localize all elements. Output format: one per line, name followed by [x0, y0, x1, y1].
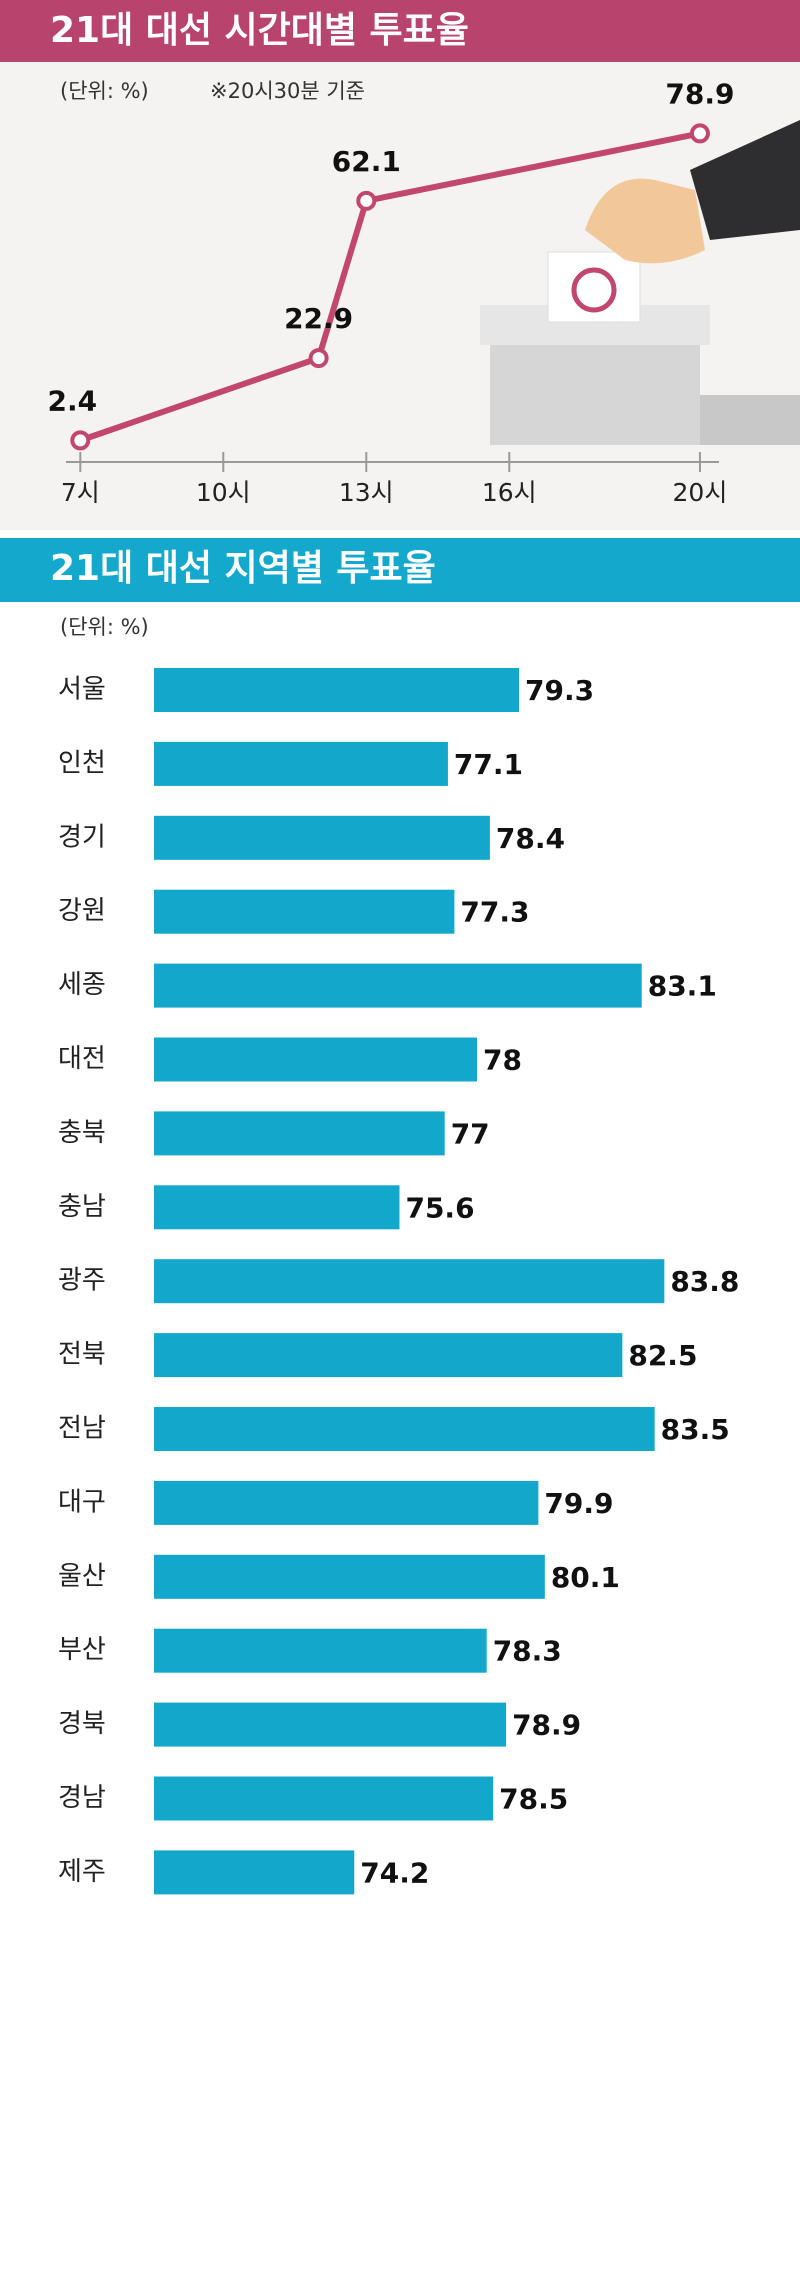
x-tick-label: 7시 [61, 478, 100, 507]
bar [154, 1111, 445, 1156]
chart-title: 21대 대선 지역별 투표율 [50, 548, 436, 589]
data-label: 79.9 [544, 1487, 613, 1520]
bar-header [0, 538, 800, 602]
data-label: 83.1 [648, 970, 717, 1003]
data-label: 82.5 [628, 1339, 697, 1372]
bar [154, 889, 455, 934]
bar [154, 1776, 494, 1821]
data-label: 62.1 [332, 145, 401, 178]
category-label: 대전 [58, 1044, 106, 1074]
data-label: 78.9 [512, 1709, 581, 1742]
note: ※20시30분 기준 [210, 79, 365, 103]
category-label: 충북 [58, 1118, 106, 1148]
bar [154, 1185, 400, 1230]
bar [154, 1480, 539, 1525]
category-label: 전남 [58, 1414, 106, 1444]
category-label: 제주 [58, 1857, 106, 1887]
bar [154, 1628, 487, 1673]
category-label: 인천 [58, 748, 106, 778]
category-label: 경기 [58, 822, 106, 852]
data-label: 78.9 [665, 77, 734, 110]
category-label: 경북 [58, 1709, 106, 1739]
unit-note: (단위: %) [60, 79, 149, 103]
data-label: 22.9 [284, 302, 353, 335]
category-label: 부산 [58, 1635, 106, 1665]
illustration [480, 120, 800, 445]
data-label: 78 [483, 1044, 522, 1077]
category-label: 충남 [58, 1192, 106, 1222]
bar [154, 741, 448, 786]
bar [154, 1259, 665, 1304]
category-label: 강원 [58, 896, 106, 926]
bar [154, 1554, 545, 1599]
point [70, 430, 91, 451]
line-panel [0, 60, 800, 530]
x-tick-label: 13시 [339, 478, 394, 507]
data-label: 77.3 [460, 896, 529, 929]
point [356, 190, 377, 211]
category-label: 경남 [58, 1783, 106, 1813]
bar [154, 1037, 477, 1082]
chart-title: 21대 대선 시간대별 투표율 [50, 10, 469, 51]
x-tick-label: 16시 [482, 478, 537, 507]
data-label: 77.1 [454, 748, 523, 781]
category-label: 대구 [58, 1487, 106, 1517]
x-tick-label: 10시 [196, 478, 251, 507]
data-label: 77 [451, 1117, 490, 1150]
category-label: 광주 [58, 1266, 106, 1296]
data-label: 78.4 [496, 822, 565, 855]
line [79, 130, 701, 444]
point [689, 123, 710, 144]
line-header [0, 0, 800, 62]
category-label: 서울 [58, 675, 106, 705]
bar [154, 668, 519, 712]
bar [154, 815, 490, 860]
data-label: 74.2 [360, 1856, 429, 1889]
bar [154, 963, 642, 1008]
bar [154, 1407, 655, 1451]
category-label: 세종 [58, 970, 106, 1000]
data-label: 83.5 [661, 1413, 730, 1446]
bar [154, 1333, 623, 1378]
data-label: 78.5 [499, 1783, 568, 1816]
bar [154, 1850, 355, 1895]
unit-note: (단위: %) [60, 615, 149, 639]
data-label: 79.3 [525, 674, 594, 707]
data-label: 78.3 [493, 1635, 562, 1668]
data-label: 80.1 [551, 1561, 620, 1594]
data-label: 83.8 [670, 1265, 739, 1298]
bar [154, 1702, 507, 1747]
x-tick-label: 20시 [673, 478, 728, 507]
category-label: 울산 [58, 1561, 106, 1591]
data-label: 75.6 [405, 1191, 474, 1224]
point [308, 348, 329, 369]
category-label: 전북 [58, 1340, 106, 1370]
data-label: 2.4 [47, 384, 97, 417]
